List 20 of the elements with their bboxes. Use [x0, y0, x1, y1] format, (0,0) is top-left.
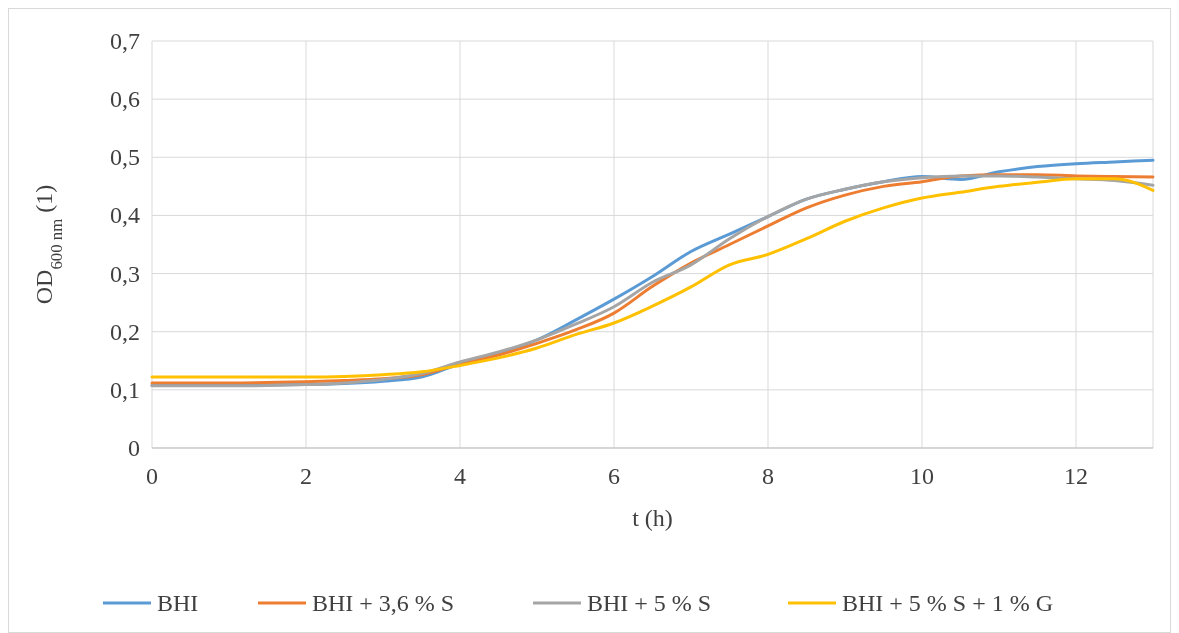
x-tick-label: 12	[1064, 463, 1088, 489]
x-tick-label: 2	[300, 463, 312, 489]
legend-label: BHI	[157, 590, 199, 616]
x-tick-label: 8	[762, 463, 774, 489]
y-tick-label: 0	[128, 435, 140, 461]
x-tick-label: 10	[910, 463, 934, 489]
y-tick-label: 0,5	[110, 144, 140, 171]
x-axis-title: t (h)	[632, 505, 673, 531]
y-tick-label: 0,3	[110, 260, 140, 287]
legend-label: BHI + 5 % S + 1 % G	[842, 590, 1054, 616]
x-tick-label: 6	[608, 463, 620, 489]
y-tick-label: 0,4	[110, 202, 140, 229]
y-tick-label: 0,7	[110, 28, 140, 54]
legend-label: BHI + 5 % S	[587, 590, 712, 616]
y-tick-label: 0,1	[110, 376, 140, 403]
y-tick-label: 0,6	[110, 86, 140, 113]
x-tick-label: 4	[454, 463, 466, 489]
legend-label: BHI + 3,6 % S	[312, 590, 455, 616]
y-tick-label: 0,2	[110, 318, 140, 345]
x-tick-label: 0	[146, 463, 158, 489]
